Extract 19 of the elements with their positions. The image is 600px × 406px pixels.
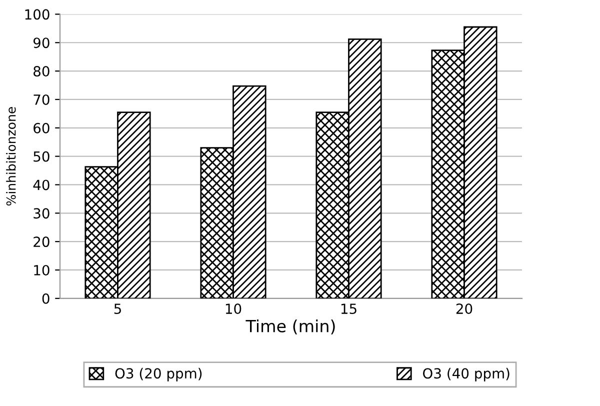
legend-label: O3 (40 ppm) (423, 368, 510, 382)
x-tick-label: 10 (226, 304, 242, 314)
y-tick-label: 0 (42, 293, 50, 304)
y-tick-label: 20 (34, 236, 50, 248)
y-tick-label: 10 (34, 264, 50, 276)
y-tick-label: 40 (33, 180, 50, 190)
y-tick-label: 80 (34, 66, 50, 77)
y-tick-label: 50 (34, 151, 50, 162)
x-tick-label: 5 (114, 304, 121, 314)
x-tick-label: 15 (341, 304, 356, 314)
y-tick-label: 70 (34, 94, 50, 105)
y-tick-label: 30 (34, 208, 50, 219)
legend-label: O3 (20 ppm) (115, 368, 202, 382)
y-tick-label: 100 (25, 9, 50, 20)
y-tick-label: 90 (33, 38, 50, 48)
y-axis-title: %inhibitionzone (6, 107, 16, 206)
x-axis-title: Time (min) (246, 319, 335, 334)
y-tick-label: 60 (34, 122, 50, 134)
x-tick-label: 20 (456, 304, 472, 314)
